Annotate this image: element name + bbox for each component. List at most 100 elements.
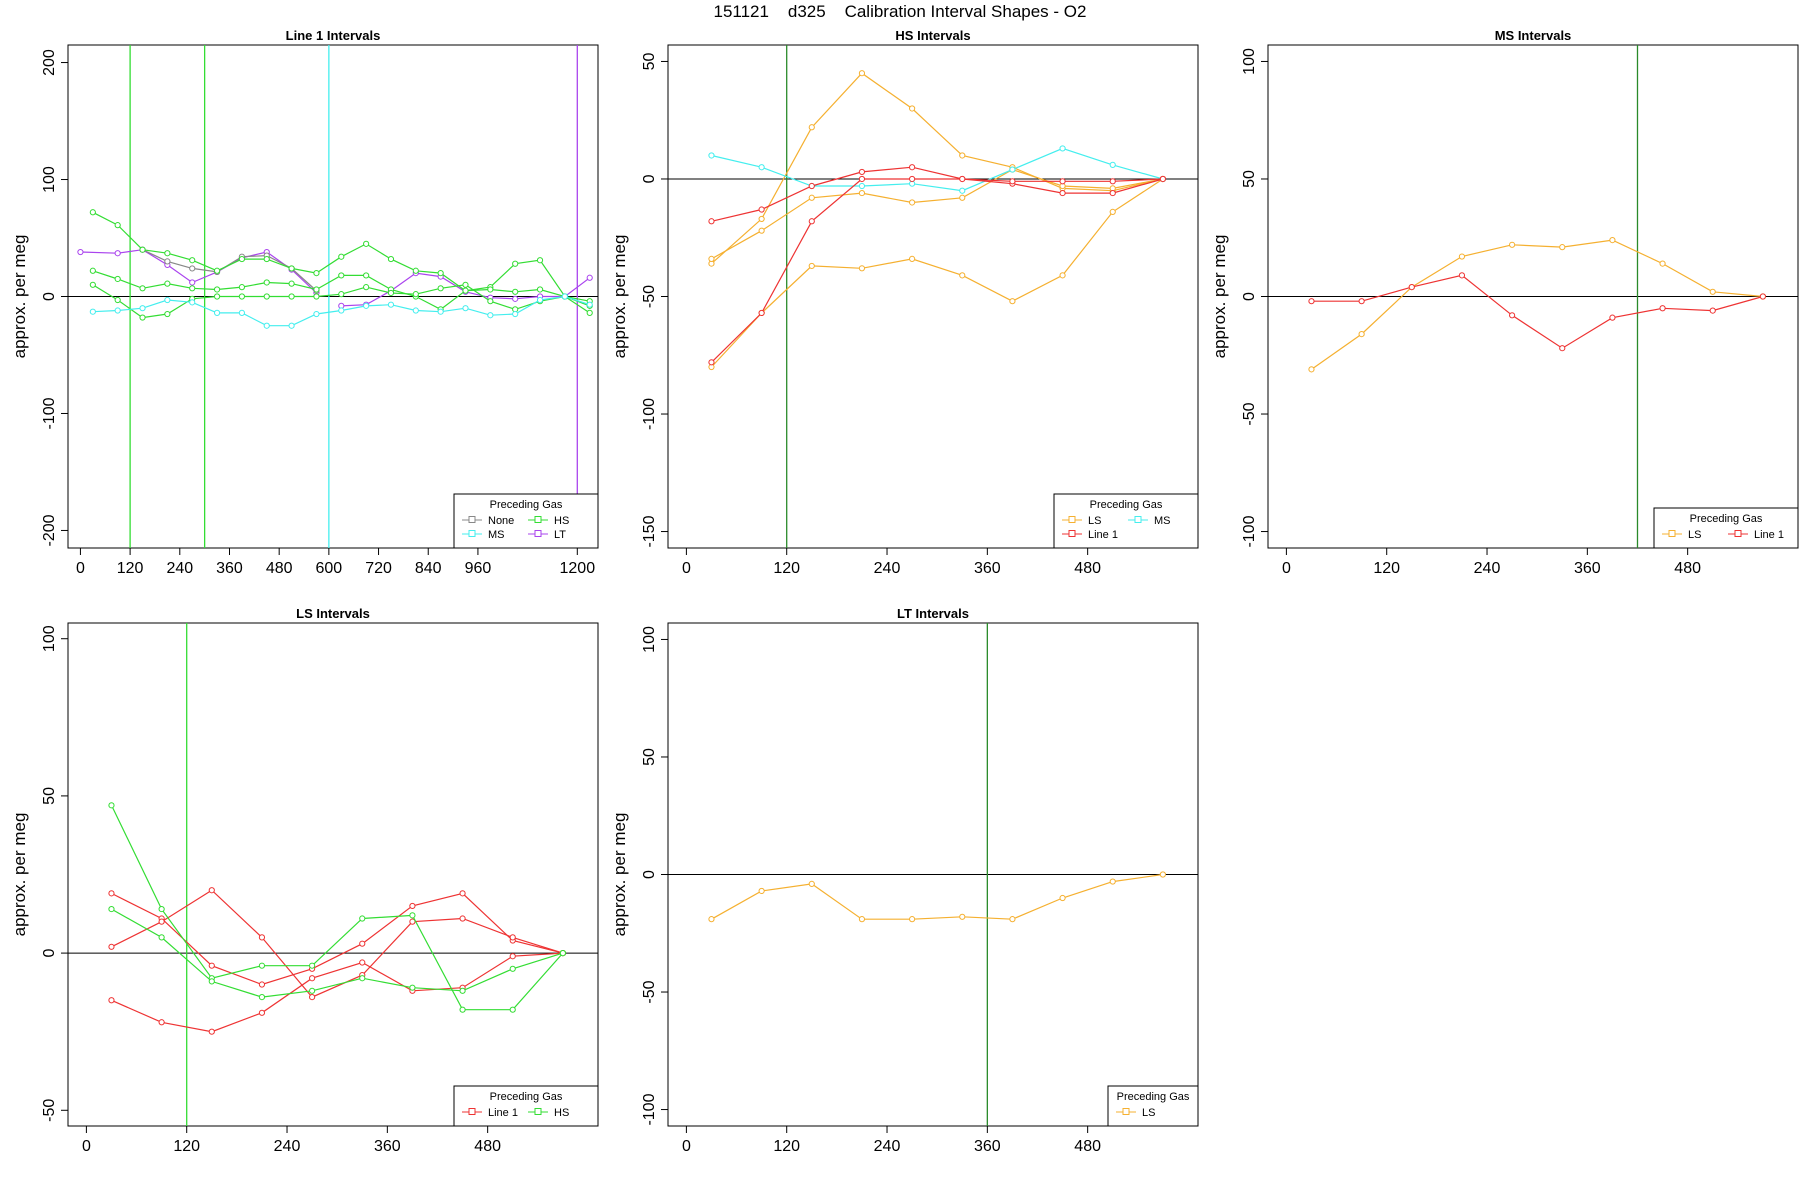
data-point: [108, 802, 115, 809]
chart-panel-2: HS Intervals0120240360480-150-100-50050s…: [600, 0, 1200, 596]
data-point: [263, 279, 270, 286]
data-point: [238, 255, 246, 263]
data-point: [108, 890, 115, 897]
chart-title: HS Intervals: [895, 28, 970, 43]
data-point: [309, 994, 316, 1001]
data-point: [959, 913, 966, 920]
data-point: [89, 209, 96, 216]
data-point: [1458, 253, 1466, 260]
data-point: [263, 255, 270, 263]
data-point: [808, 182, 815, 190]
data-point: [1509, 241, 1516, 248]
data-point: [108, 905, 115, 913]
chart-title: LS Intervals: [296, 606, 370, 621]
data-point: [708, 255, 715, 262]
data-point: [208, 1028, 215, 1035]
data-point: [359, 959, 366, 966]
data-point: [586, 309, 593, 316]
y-tick-label: 200: [41, 49, 58, 76]
y-tick-label: 50: [1241, 170, 1258, 188]
data-point: [1059, 272, 1066, 279]
x-tick-label: 360: [974, 560, 1001, 577]
x-tick-label: 600: [316, 560, 343, 577]
data-point: [258, 934, 266, 941]
data-point: [309, 987, 316, 994]
legend-swatch-marker: [468, 1108, 476, 1115]
legend-entry-label: None: [488, 515, 514, 527]
data-point: [437, 285, 444, 292]
legend: Preceding Gas None HS MS LT: [453, 493, 599, 549]
legend-entry-label: Line 1: [1088, 529, 1118, 541]
data-point: [208, 978, 215, 985]
data-point: [238, 284, 246, 291]
x-tick-label: 120: [773, 1138, 800, 1155]
data-point: [487, 312, 494, 319]
data-point: [561, 293, 568, 300]
data-point: [158, 918, 165, 925]
data-point: [909, 105, 916, 112]
x-tick-label: 480: [474, 1138, 501, 1155]
data-point: [164, 258, 171, 265]
chart-panel-1: Line 1 Intervals 0 120 240 360 480 600 720 840 96…: [0, 0, 600, 596]
series-line-line-1: [111, 889, 564, 998]
series-line-ls: [711, 72, 1164, 265]
chart-title: MS Intervals: [1495, 28, 1572, 43]
legend-entry-label: HS: [554, 1107, 569, 1119]
data-point: [288, 293, 295, 300]
data-point: [309, 975, 316, 982]
data-point: [1559, 345, 1566, 352]
data-point: [258, 962, 266, 969]
y-tick-label: 50: [641, 52, 658, 70]
x-tick-label: 0: [76, 560, 85, 577]
data-point: [487, 298, 494, 305]
data-point: [1659, 260, 1666, 267]
x-tick-label: 240: [274, 1138, 301, 1155]
chart-panel-4: LS Intervals 0 120 240 360 480 -50 0 50 100 second…: [0, 578, 600, 1174]
data-point: [189, 265, 196, 272]
series-line-line-1: [111, 892, 564, 986]
data-point: [459, 1006, 466, 1013]
data-point: [586, 274, 593, 281]
data-point: [139, 305, 146, 312]
data-point: [959, 152, 966, 159]
data-point: [313, 286, 320, 293]
data-point: [858, 168, 866, 176]
data-point: [208, 962, 215, 969]
x-tick-label: 480: [1074, 1138, 1101, 1155]
data-point: [758, 887, 765, 895]
data-point: [509, 934, 516, 941]
data-point: [959, 194, 966, 201]
data-point: [1308, 366, 1315, 373]
data-point: [858, 175, 866, 183]
data-point: [808, 262, 815, 270]
data-point: [536, 286, 544, 293]
legend: Preceding Gas Line 1 HS: [453, 1085, 599, 1127]
data-point: [412, 291, 419, 298]
chart-svg: Line 1 Intervals 0 120 240 360 480 600 720 840 96…: [10, 28, 599, 596]
data-point: [462, 287, 469, 294]
y-tick-label: 100: [641, 626, 658, 653]
x-tick-label: 1200: [560, 560, 596, 577]
data-point: [758, 206, 765, 213]
data-point: [758, 215, 765, 223]
data-point: [387, 301, 395, 308]
data-point: [412, 307, 419, 314]
y-tick-label: -50: [641, 285, 658, 308]
series-line-hs: [110, 805, 564, 1011]
series-line-line-1: [1311, 274, 1764, 349]
data-point: [359, 975, 366, 982]
legend-title: Preceding Gas: [1117, 1091, 1190, 1103]
data-point: [1659, 305, 1666, 312]
data-point: [189, 257, 196, 264]
series-line-line-1: [711, 178, 1163, 363]
series-line-lt: [80, 249, 317, 294]
chart-panel-5: LT Intervals 0 120 240 360 480 -100 -50 0 50 100 se…: [600, 578, 1200, 1174]
x-tick-label: 360: [1574, 560, 1601, 577]
y-tick-label: 50: [641, 748, 658, 766]
series-line-ls: [1311, 239, 1763, 370]
data-point: [114, 222, 121, 229]
y-axis-label: approx. per meg: [10, 235, 29, 359]
data-point: [708, 916, 715, 923]
data-point: [1109, 178, 1116, 185]
series-line-ls: [711, 873, 1163, 920]
